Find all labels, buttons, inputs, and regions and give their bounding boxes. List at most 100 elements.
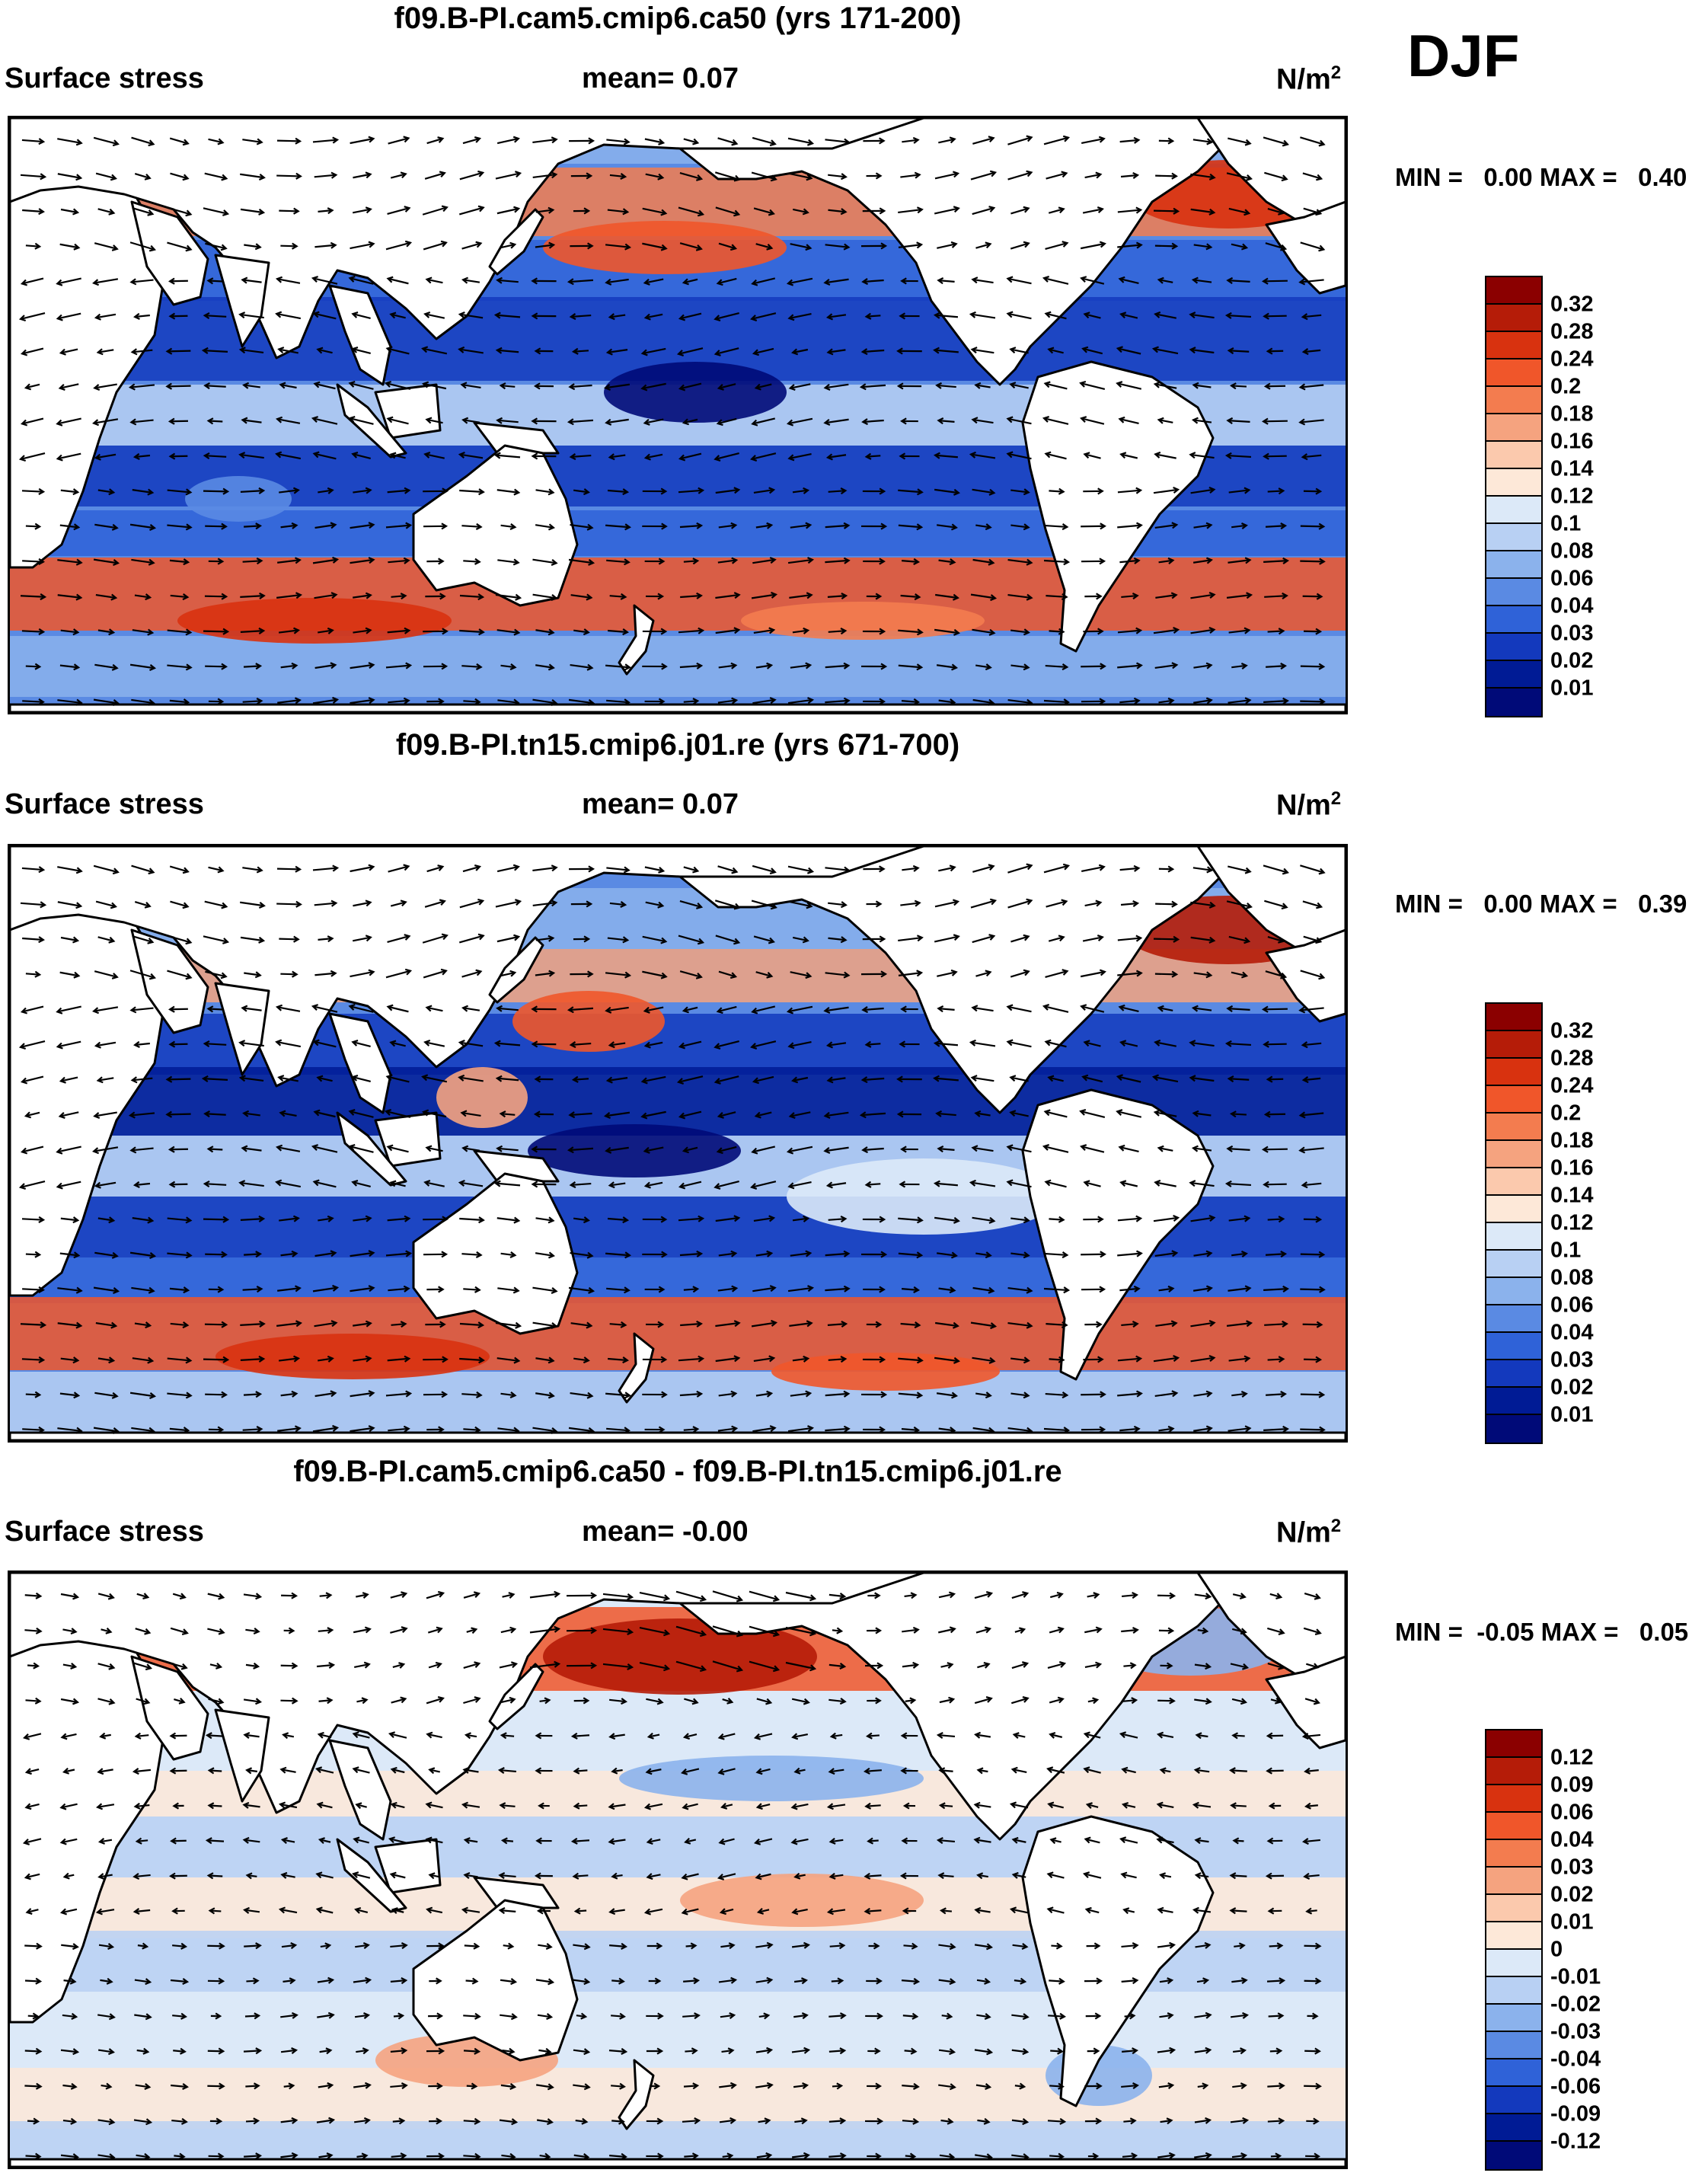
colorbar-swatch <box>1486 1305 1541 1333</box>
colorbar-swatch <box>1486 1758 1541 1785</box>
colorbar-swatch <box>1486 1922 1541 1950</box>
panel-1-map <box>8 116 1348 714</box>
land-newzealand <box>618 2059 655 2130</box>
land-namerica <box>678 846 1346 1114</box>
colorbar-tick-label: 0.18 <box>1550 1128 1594 1153</box>
colorbar-tick-label: -0.01 <box>1550 1964 1601 1989</box>
colorbar-swatch <box>1486 1031 1541 1059</box>
colorbar-swatch <box>1486 2032 1541 2059</box>
colorbar-swatch <box>1486 1004 1541 1031</box>
panel-2-colorbar <box>1485 1002 1543 1444</box>
colorbar-swatch <box>1486 1415 1541 1443</box>
colorbar-swatch <box>1486 1141 1541 1168</box>
land-newguinea <box>473 1149 560 1183</box>
panel-1-min-max: MIN = 0.00 MAX = 0.40 <box>1395 163 1687 191</box>
colorbar-swatch <box>1486 1868 1541 1895</box>
colorbar-swatch <box>1486 1223 1541 1251</box>
colorbar-swatch <box>1486 359 1541 387</box>
land-india <box>214 1708 270 1803</box>
colorbar-tick-label: 0.1 <box>1550 1238 1582 1263</box>
colorbar-tick-label: 0.12 <box>1550 1210 1594 1235</box>
colorbar-swatch <box>1486 1388 1541 1415</box>
colorbar-swatch <box>1486 414 1541 442</box>
panel-3-variable: Surface stress <box>5 1516 204 1548</box>
colorbar-swatch <box>1486 1840 1541 1868</box>
colorbar-swatch <box>1486 1950 1541 1977</box>
panel-3-mean: mean= -0.00 <box>582 1516 749 1548</box>
colorbar-swatch <box>1486 1168 1541 1196</box>
colorbar-swatch <box>1486 1333 1541 1360</box>
colorbar-tick-label: 0.16 <box>1550 1155 1594 1181</box>
land-antarctica <box>10 703 1346 712</box>
colorbar-tick-label: 0.12 <box>1550 484 1594 509</box>
colorbar-swatch <box>1486 551 1541 579</box>
colorbar-swatch <box>1486 1086 1541 1114</box>
colorbar-swatch <box>1486 1813 1541 1840</box>
colorbar-tick-label: 0.02 <box>1550 1882 1594 1907</box>
panel-1-mean: mean= 0.07 <box>582 62 739 94</box>
colorbar-swatch <box>1486 661 1541 689</box>
colorbar-swatch <box>1486 2005 1541 2032</box>
colorbar-swatch <box>1486 1977 1541 2005</box>
colorbar-tick-label: 0.14 <box>1550 456 1594 481</box>
land-newzealand <box>618 1332 655 1404</box>
colorbar-tick-label: 0.06 <box>1550 566 1594 591</box>
colorbar-swatch <box>1486 634 1541 661</box>
land-india <box>214 254 270 348</box>
land-newzealand <box>618 604 655 676</box>
panel-3-units: N/m2 <box>1276 1516 1342 1549</box>
colorbar-swatch <box>1486 1059 1541 1086</box>
land-masses <box>10 1573 1346 2167</box>
colorbar-tick-label: -0.02 <box>1550 1992 1601 2017</box>
land-borneo <box>374 383 442 439</box>
land-samerica <box>1021 360 1215 653</box>
land-europe <box>1265 1655 1346 1749</box>
colorbar-tick-label: -0.04 <box>1550 2047 1601 2072</box>
season-label: DJF <box>1407 22 1520 89</box>
colorbar-swatch <box>1486 469 1541 497</box>
land-sumatra <box>336 383 407 459</box>
land-australia <box>412 1172 579 1335</box>
land-japan <box>488 1663 544 1730</box>
colorbar-swatch <box>1486 2087 1541 2114</box>
colorbar-tick-label: 0.14 <box>1550 1183 1594 1208</box>
land-samerica <box>1021 1088 1215 1381</box>
land-namerica <box>678 118 1346 386</box>
colorbar-tick-label: 0.01 <box>1550 1909 1594 1935</box>
colorbar-tick-label: 0.04 <box>1550 1827 1594 1852</box>
colorbar-swatch <box>1486 579 1541 606</box>
colorbar-swatch <box>1486 1785 1541 1813</box>
land-samerica <box>1021 1815 1215 2107</box>
colorbar-tick-label: 0.28 <box>1550 1046 1594 1071</box>
land-australia <box>412 1899 579 2062</box>
panel-2-variable: Surface stress <box>5 788 204 820</box>
land-arabia <box>130 1655 209 1761</box>
colorbar-swatch <box>1486 1360 1541 1388</box>
land-sumatra <box>336 1111 407 1187</box>
land-seasia <box>328 1012 392 1114</box>
colorbar-swatch <box>1486 1730 1541 1758</box>
colorbar-swatch <box>1486 1251 1541 1278</box>
colorbar-swatch <box>1486 305 1541 332</box>
colorbar-tick-label: 0.06 <box>1550 1292 1594 1318</box>
colorbar-swatch <box>1486 442 1541 469</box>
colorbar-tick-label: 0.03 <box>1550 621 1594 646</box>
land-newguinea <box>473 1876 560 1909</box>
land-antarctica <box>10 2158 1346 2167</box>
panel-3-colorbar <box>1485 1729 1543 2171</box>
colorbar-tick-label: 0.01 <box>1550 1402 1594 1427</box>
land-namerica <box>678 1573 1346 1841</box>
colorbar-swatch <box>1486 1895 1541 1922</box>
land-arabia <box>130 928 209 1034</box>
land-europe <box>1265 928 1346 1023</box>
colorbar-swatch <box>1486 1114 1541 1141</box>
colorbar-swatch <box>1486 1278 1541 1305</box>
stress-vectors <box>18 135 1326 707</box>
land-australia <box>412 444 579 607</box>
colorbar-swatch <box>1486 277 1541 305</box>
colorbar-swatch <box>1486 524 1541 551</box>
panel-2-map <box>8 844 1348 1443</box>
land-newguinea <box>473 421 560 455</box>
colorbar-tick-label: 0.12 <box>1550 1745 1594 1770</box>
land-arabia <box>130 200 209 306</box>
